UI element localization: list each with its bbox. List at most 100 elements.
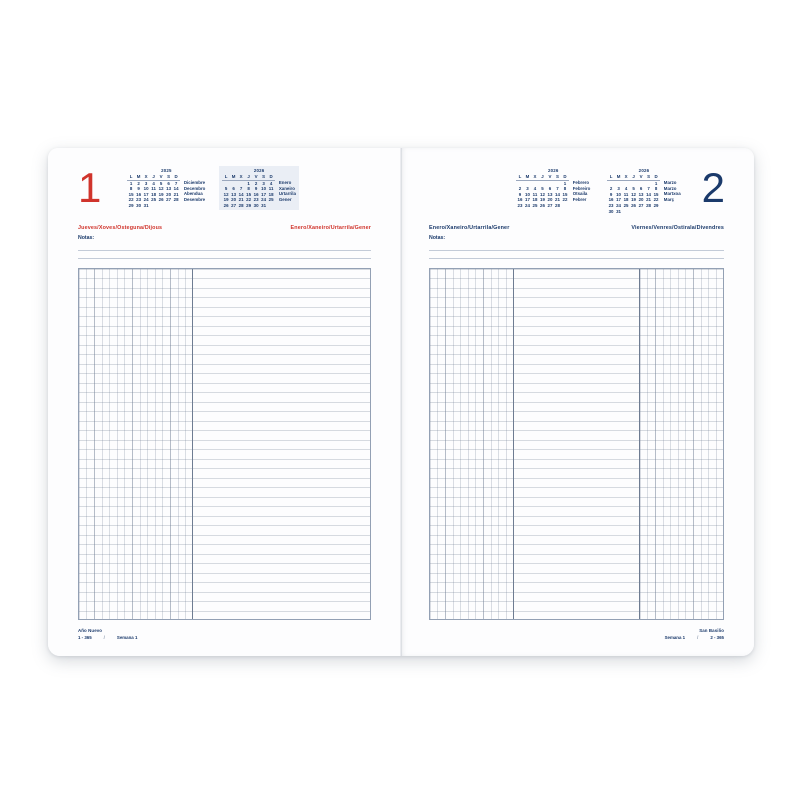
calendar-day-cell[interactable]: 13 <box>166 186 172 192</box>
calendar-day-cell[interactable]: 16 <box>136 191 142 197</box>
calendar-day-cell[interactable]: 5 <box>541 186 544 192</box>
calendar-day-cell[interactable]: 21 <box>555 197 560 203</box>
calendar-day-cell[interactable]: 4 <box>533 186 537 192</box>
calendar-day-cell[interactable]: 20 <box>231 197 237 203</box>
calendar-day-cell[interactable]: 13 <box>231 191 237 197</box>
calendar-day-cell[interactable]: 14 <box>173 186 179 192</box>
calendar-day-cell[interactable]: 20 <box>638 197 644 203</box>
calendar-day-cell[interactable]: 26 <box>223 202 229 208</box>
diary-page-left[interactable]: 1 2025 L M X J V S D 1 2 3 4 5 6 7 8 9 10 11 12 13 14 15 16 17 18… <box>48 148 401 656</box>
calendar-day-cell[interactable]: 29 <box>128 202 134 208</box>
calendar-day-cell[interactable]: 4 <box>269 180 273 186</box>
calendar-day-cell[interactable]: 9 <box>137 186 140 192</box>
calendar-day-cell[interactable]: 2 <box>518 186 522 192</box>
calendar-day-cell[interactable]: 25 <box>268 197 274 203</box>
calendar-day-cell[interactable]: 21 <box>238 197 244 203</box>
calendar-day-cell[interactable]: 22 <box>246 197 252 203</box>
calendar-day-cell[interactable]: 14 <box>555 191 560 197</box>
calendar-day-cell[interactable]: 19 <box>223 197 229 203</box>
calendar-day-cell[interactable]: 11 <box>268 186 274 192</box>
calendar-day-cell[interactable]: 13 <box>638 191 644 197</box>
calendar-day-cell[interactable]: 27 <box>166 197 172 203</box>
calendar-day-cell[interactable]: 15 <box>128 191 134 197</box>
grid-area-right[interactable] <box>429 268 724 620</box>
calendar-day-cell[interactable]: 8 <box>129 186 133 192</box>
calendar-day-cell[interactable]: 16 <box>608 197 614 203</box>
calendar-day-cell[interactable]: 26 <box>631 202 636 208</box>
calendar-day-cell[interactable]: 20 <box>547 197 553 203</box>
calendar-day-cell[interactable]: 25 <box>151 197 157 203</box>
calendar-day-cell[interactable]: 28 <box>646 202 651 208</box>
calendar-day-cell[interactable]: 2 <box>254 180 258 186</box>
calendar-day-cell[interactable]: 8 <box>654 186 658 192</box>
calendar-day-cell[interactable]: 16 <box>253 191 259 197</box>
calendar-day-cell[interactable]: 16 <box>517 197 523 203</box>
calendar-day-cell[interactable]: 3 <box>617 186 620 192</box>
calendar-day-cell[interactable]: 14 <box>646 191 651 197</box>
calendar-day-cell[interactable]: 6 <box>639 186 643 192</box>
calendar-day-cell[interactable]: 21 <box>173 191 179 197</box>
calendar-day-cell[interactable]: 8 <box>247 186 250 192</box>
calendar-day-cell[interactable]: 12 <box>631 191 636 197</box>
calendar-day-cell[interactable]: 1 <box>563 180 567 186</box>
calendar-day-cell[interactable]: 31 <box>616 208 621 214</box>
grid-area-left[interactable] <box>78 268 371 620</box>
calendar-day-cell[interactable]: 17 <box>143 191 149 197</box>
calendar-day-cell[interactable]: 17 <box>525 197 530 203</box>
calendar-day-cell[interactable]: 6 <box>548 186 552 192</box>
calendar-day-cell[interactable]: 9 <box>254 186 258 192</box>
calendar-day-cell[interactable]: 30 <box>136 202 142 208</box>
calendar-day-cell[interactable]: 6 <box>167 180 170 186</box>
calendar-day-cell[interactable]: 1 <box>654 180 658 186</box>
calendar-day-cell[interactable]: 24 <box>525 202 530 208</box>
calendar-day-cell[interactable]: 2 <box>137 180 140 186</box>
calendar-day-cell[interactable]: 21 <box>646 197 651 203</box>
calendar-day-cell[interactable]: 26 <box>540 202 545 208</box>
calendar-day-cell[interactable]: 23 <box>136 197 142 203</box>
calendar-day-cell[interactable]: 15 <box>562 191 568 197</box>
calendar-day-cell[interactable]: 3 <box>262 180 265 186</box>
calendar-day-cell[interactable]: 28 <box>173 197 179 203</box>
calendar-day-cell[interactable]: 19 <box>631 197 636 203</box>
calendar-day-cell[interactable]: 18 <box>532 197 538 203</box>
calendar-day-cell[interactable]: 20 <box>166 191 172 197</box>
calendar-day-cell[interactable]: 8 <box>563 186 567 192</box>
calendar-day-cell[interactable]: 12 <box>540 191 545 197</box>
mini-calendar-left-0[interactable]: 2025 L M X J V S D 1 2 3 4 5 6 7 8 9 10 11 12 13 14 15 16 17 18 19… <box>124 166 208 210</box>
calendar-day-cell[interactable]: 3 <box>144 180 148 186</box>
calendar-day-cell[interactable]: 2 <box>609 186 613 192</box>
calendar-day-cell[interactable]: 30 <box>608 208 614 214</box>
calendar-day-cell[interactable]: 23 <box>608 202 614 208</box>
calendar-day-cell[interactable]: 17 <box>261 191 267 197</box>
calendar-day-cell[interactable]: 6 <box>232 186 235 192</box>
calendar-day-cell[interactable]: 15 <box>246 191 252 197</box>
calendar-day-cell[interactable]: 12 <box>158 186 164 192</box>
mini-calendar-right-1[interactable]: 2026 L M X J V S D 1 2 3 4 5 6 7 8 9 10 11 12 13 14 15 16 17 18 19… <box>604 166 683 215</box>
calendar-day-cell[interactable]: 11 <box>532 191 538 197</box>
mini-calendar-right-0[interactable]: 2026 L M X J V S D 1 2 3 4 5 6 7 8 9 10 11 12 13 14 15 16 17 18 19… <box>513 166 593 215</box>
calendar-day-cell[interactable]: 23 <box>253 197 259 203</box>
ruled-sheet-right[interactable] <box>429 250 724 620</box>
calendar-day-cell[interactable]: 1 <box>247 180 250 186</box>
calendar-day-cell[interactable]: 18 <box>623 197 629 203</box>
calendar-day-cell[interactable]: 24 <box>261 197 267 203</box>
calendar-day-cell[interactable]: 27 <box>231 202 237 208</box>
calendar-day-cell[interactable]: 13 <box>547 191 553 197</box>
calendar-day-cell[interactable]: 19 <box>540 197 545 203</box>
calendar-day-cell[interactable]: 10 <box>143 186 149 192</box>
calendar-day-cell[interactable]: 1 <box>129 180 133 186</box>
calendar-day-cell[interactable]: 11 <box>151 186 156 192</box>
calendar-day-cell[interactable]: 19 <box>158 191 164 197</box>
calendar-day-cell[interactable]: 27 <box>547 202 553 208</box>
calendar-day-cell[interactable]: 23 <box>517 202 523 208</box>
calendar-day-cell[interactable]: 18 <box>268 191 274 197</box>
calendar-day-cell[interactable]: 11 <box>623 191 629 197</box>
ruled-sheet-left[interactable] <box>78 250 371 620</box>
calendar-day-cell[interactable]: 17 <box>616 197 621 203</box>
calendar-day-cell[interactable]: 28 <box>238 202 244 208</box>
calendar-day-cell[interactable]: 4 <box>624 186 628 192</box>
calendar-day-cell[interactable]: 12 <box>223 191 229 197</box>
calendar-day-cell[interactable]: 25 <box>623 202 629 208</box>
calendar-day-cell[interactable]: 10 <box>616 191 621 197</box>
calendar-day-cell[interactable]: 10 <box>261 186 267 192</box>
